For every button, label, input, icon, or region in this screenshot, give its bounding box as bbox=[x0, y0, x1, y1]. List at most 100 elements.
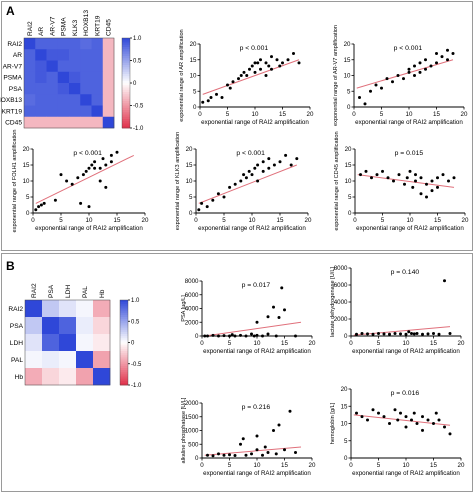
hmB-colorbar-segment bbox=[120, 380, 128, 384]
hmA-cell bbox=[46, 71, 59, 84]
sPSA-data-point bbox=[274, 334, 278, 338]
sHb-x-tick-label: 20 bbox=[458, 462, 465, 469]
sAR-data-point bbox=[220, 96, 224, 100]
sPSA-data-point bbox=[217, 334, 220, 338]
hmA-cell bbox=[57, 83, 70, 95]
sKLK3-data-point bbox=[239, 179, 243, 183]
hmB-colorbar-segment bbox=[120, 361, 128, 365]
sPSA-data-point bbox=[239, 333, 242, 337]
hmB-colorbar-segment bbox=[120, 327, 128, 331]
hmA-colorbar-segment bbox=[122, 103, 130, 106]
sHb-data-point bbox=[432, 422, 435, 425]
hmA-colorbar-segment bbox=[122, 87, 130, 91]
hmA-cell bbox=[102, 105, 115, 118]
sCD45-fit-line bbox=[357, 174, 455, 188]
sHb-data-point bbox=[377, 411, 380, 415]
sKLK3-y-label: exponential range of KLK3 amplification bbox=[175, 132, 181, 231]
hmB-frame bbox=[24, 299, 111, 386]
sKLK3-x-tick-label: 5 bbox=[222, 217, 226, 224]
hmA-cell bbox=[24, 38, 36, 50]
hmA-colorbar-segment bbox=[122, 110, 130, 113]
sLDH-y-label: lactate dehydrogenase [U/L] bbox=[330, 267, 336, 337]
sAR-data-point bbox=[281, 61, 284, 65]
hmB-colorbar-segment bbox=[120, 331, 128, 335]
sALP-x-tick-label: 10 bbox=[254, 462, 261, 469]
sLDH-data-point bbox=[448, 331, 452, 335]
sHb-data-point bbox=[404, 415, 408, 419]
sARV7-data-point bbox=[369, 89, 372, 93]
sARV7-x-tick-label: 0 bbox=[352, 111, 356, 118]
sAR-data-point bbox=[231, 80, 235, 84]
hmA-cell bbox=[80, 83, 92, 95]
sKLK3-data-point bbox=[197, 208, 201, 212]
hmA-cell bbox=[46, 60, 59, 73]
hmA-cell bbox=[102, 116, 115, 129]
hmA-cell bbox=[69, 105, 81, 118]
sAR-x-tick-label: 20 bbox=[307, 111, 314, 118]
sKLK3-data-point bbox=[284, 153, 288, 157]
sCD45-data-point bbox=[359, 173, 362, 177]
sFOLH1-p-value: p < 0.001 bbox=[73, 150, 102, 157]
hmB-cell bbox=[93, 317, 111, 335]
sFOLH1-y-tick-label: 5 bbox=[26, 194, 30, 201]
hmB-heatmap: RAI2 PSA LDH PAL Hb RAI2 PSA LDH PAL Hb 1.0 0.5 0 -0.… bbox=[8, 283, 142, 389]
sPSA-data-point bbox=[283, 308, 286, 312]
sCD45-data-point bbox=[419, 176, 423, 180]
sFOLH1-x-tick-label: 0 bbox=[31, 217, 35, 224]
hmA-cell bbox=[91, 105, 104, 118]
sFOLH1-data-point bbox=[101, 157, 105, 161]
sAR-data-point bbox=[292, 51, 295, 55]
sFOLH1-data-point bbox=[84, 169, 88, 173]
hmB-cell bbox=[93, 300, 111, 318]
hmA-row-label: PSMA bbox=[3, 75, 22, 82]
hmA-cell bbox=[24, 83, 36, 95]
sAR-data-point bbox=[215, 92, 218, 96]
sKLK3-x-tick-label: 15 bbox=[277, 217, 284, 224]
sHb-data-point bbox=[421, 415, 424, 419]
sHb-data-point bbox=[371, 408, 375, 412]
sAR-y-tick-label: 20 bbox=[190, 41, 197, 48]
sCD45-data-point bbox=[436, 176, 439, 180]
sLDH-data-point bbox=[399, 332, 402, 336]
sAR-data-point bbox=[253, 61, 257, 65]
sCD45-data-point bbox=[405, 176, 409, 180]
sFOLH1-data-point bbox=[81, 173, 85, 177]
hmA-colorbar-segment bbox=[122, 67, 130, 70]
sHb-data-point bbox=[366, 418, 369, 422]
sAR-data-point bbox=[239, 74, 243, 77]
hmB-colorbar-segment bbox=[120, 310, 128, 314]
sFOLH1-data-point bbox=[59, 173, 63, 177]
hmA-cell bbox=[46, 116, 59, 129]
hmA-cell bbox=[35, 60, 47, 73]
sFOLH1-y-tick-label: 0 bbox=[26, 210, 30, 217]
sAR-data-point bbox=[228, 86, 232, 90]
sPSA-y-tick-label: 2000 bbox=[185, 319, 199, 326]
sAR-y-tick-label: 10 bbox=[190, 73, 197, 80]
hmA-cell bbox=[57, 49, 70, 61]
sHb-data-point bbox=[410, 418, 413, 422]
hmB-colorbar-segment bbox=[120, 344, 128, 348]
panel-a-border bbox=[1, 1, 473, 251]
sCD45-y-tick-label: 5 bbox=[348, 194, 352, 201]
hmB-colorbar-segment bbox=[120, 355, 128, 358]
sPSA-y-tick-label: 6000 bbox=[185, 292, 199, 299]
sARV7-data-point bbox=[424, 58, 427, 62]
hmB-row-label: PAL bbox=[11, 357, 23, 364]
sAR-data-point bbox=[286, 58, 290, 62]
hmA-cell bbox=[69, 49, 81, 61]
sALP-data-point bbox=[217, 452, 220, 456]
sHb-x-tick-label: 0 bbox=[349, 462, 353, 469]
sCD45-data-point bbox=[414, 173, 417, 177]
sKLK3-data-point bbox=[289, 163, 293, 167]
sFOLH1-data-point bbox=[70, 182, 74, 186]
hmA-cell bbox=[91, 116, 104, 129]
sHb-x-tick-label: 5 bbox=[377, 462, 381, 469]
sCD45-data-point bbox=[452, 176, 456, 180]
hmB-cell bbox=[42, 300, 60, 318]
sHb-p-value: p = 0.016 bbox=[391, 390, 420, 397]
sARV7-x-tick-label: 5 bbox=[380, 111, 384, 118]
hmB-colorbar-segment bbox=[120, 338, 128, 341]
sFOLH1-x-tick-label: 10 bbox=[86, 217, 93, 224]
hmB-colorbar-segment bbox=[120, 357, 128, 360]
sCD45-x-tick-label: 15 bbox=[434, 217, 441, 224]
